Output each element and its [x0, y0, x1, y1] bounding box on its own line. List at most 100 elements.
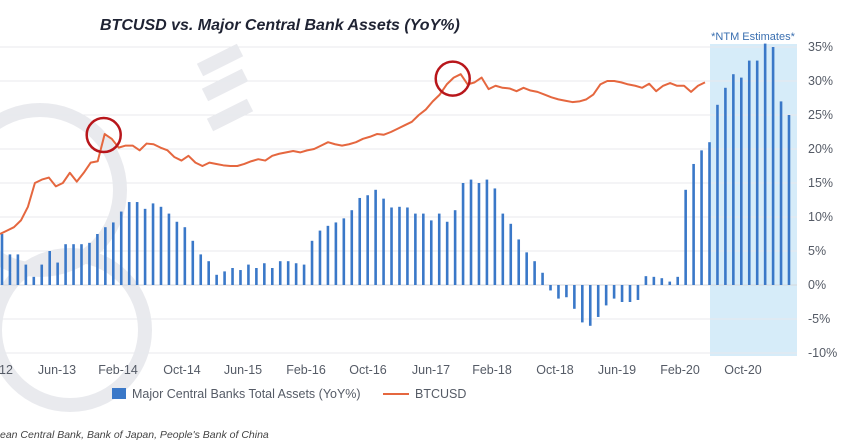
y-tick-label: 0% [808, 278, 826, 292]
bar [72, 244, 75, 285]
bar [199, 254, 203, 285]
bar [215, 274, 218, 285]
ntm-estimate-region [710, 44, 797, 356]
bar [700, 150, 703, 285]
bar [461, 183, 465, 285]
bar [692, 163, 695, 285]
bar [32, 276, 36, 285]
chart-title: BTCUSD vs. Major Central Bank Assets (Yo… [100, 17, 460, 34]
bar [310, 240, 314, 285]
highlight-circle [434, 60, 471, 97]
bar [557, 285, 560, 299]
bar [286, 261, 290, 285]
bar [390, 207, 393, 285]
bar [747, 60, 751, 285]
bar [477, 183, 481, 285]
bar [88, 242, 91, 285]
x-tick-label: Oct-20 [724, 363, 762, 377]
x-tick-label: Feb-16 [286, 363, 326, 377]
bar [485, 179, 489, 285]
bar [302, 264, 306, 285]
y-tick-label: 25% [808, 108, 833, 122]
bar [191, 240, 195, 285]
bar [167, 213, 171, 285]
x-tick-label: Oct-16 [349, 363, 387, 377]
bar [549, 285, 552, 291]
bar [755, 60, 759, 285]
bar [779, 101, 783, 286]
bar [724, 87, 727, 285]
bar [366, 195, 369, 285]
bar [604, 285, 608, 306]
bar [533, 261, 536, 285]
legend-line-label: BTCUSD [415, 387, 466, 401]
watermark-ring-2 [0, 248, 152, 412]
y-tick-label: 15% [808, 176, 833, 190]
bar [223, 271, 226, 285]
bar [48, 251, 51, 285]
x-tick-label: Jun-13 [38, 363, 76, 377]
bar [716, 104, 719, 285]
bar [422, 213, 425, 285]
bar [708, 142, 711, 285]
bar [334, 222, 338, 285]
bar [565, 285, 568, 298]
x-tick-label: 12 [0, 363, 13, 377]
x-tick-label: Oct-14 [163, 363, 201, 377]
x-tick-label: Feb-18 [472, 363, 512, 377]
legend: Major Central Banks Total Assets (YoY%) … [112, 387, 466, 401]
bar [104, 227, 107, 285]
bar [398, 206, 401, 285]
bar [787, 115, 791, 285]
bar [588, 285, 592, 326]
y-tick-label: 20% [808, 142, 833, 156]
bar [231, 268, 234, 285]
bar [652, 276, 656, 285]
bar [763, 43, 767, 285]
watermark-ring-1 [0, 103, 127, 277]
bar [414, 213, 417, 285]
bar [151, 203, 155, 285]
bar [143, 208, 147, 285]
bar [493, 188, 497, 285]
x-tick-label: Oct-18 [536, 363, 574, 377]
x-tick-label: Feb-14 [98, 363, 138, 377]
highlight-circle [85, 116, 122, 154]
bar [175, 221, 179, 285]
x-tick-label: Jun-19 [598, 363, 636, 377]
bar [239, 270, 242, 285]
bar [183, 227, 187, 285]
bar [581, 285, 584, 323]
bar [406, 207, 409, 285]
bar [771, 47, 775, 285]
x-tick-label: Jun-15 [224, 363, 262, 377]
bar [8, 254, 12, 285]
bar [676, 276, 680, 285]
bar [429, 220, 433, 285]
bar [501, 213, 505, 285]
bar [382, 198, 385, 285]
bar [294, 263, 298, 285]
bar [255, 268, 258, 285]
y-tick-label: 35% [808, 40, 833, 54]
bar [612, 285, 616, 299]
bar [40, 264, 44, 285]
bar [0, 234, 4, 285]
bar [64, 244, 67, 285]
bar [127, 202, 131, 285]
bar [159, 206, 163, 285]
bar [541, 272, 544, 285]
bar [358, 197, 362, 285]
bar [573, 285, 576, 309]
bar [620, 285, 624, 302]
y-tick-label: -5% [808, 312, 830, 326]
bar [326, 225, 330, 285]
bar [80, 244, 83, 285]
bar [517, 239, 521, 285]
bar [318, 230, 322, 285]
bar [469, 179, 473, 285]
watermark-logo [0, 43, 254, 412]
bar [453, 210, 457, 285]
watermark-arc [196, 43, 254, 132]
